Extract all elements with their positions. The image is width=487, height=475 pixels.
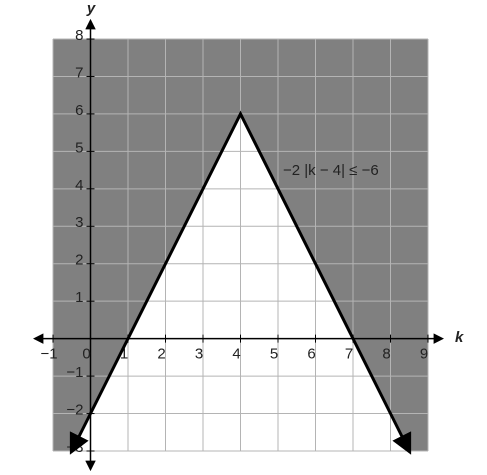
y-tick-label: 4 [75,177,83,194]
function-line [69,110,412,455]
y-axis-label: y [86,0,96,17]
y-tick-label: 3 [75,214,83,231]
y-tick-label: 1 [75,289,83,306]
y-tick-label: 8 [75,27,83,44]
x-tick-label: 5 [270,346,278,363]
y-tick-label: 6 [75,102,83,119]
x-axis-label: k [455,329,464,346]
x-tick-label: 2 [157,346,165,363]
x-tick-label: 7 [345,346,353,363]
y-tick-label: −2 [66,402,83,419]
x-tick-label: 4 [232,346,240,363]
y-tick-label: 5 [75,139,83,156]
x-tick-label: 0 [82,346,90,363]
x-tick-label: 3 [195,346,203,363]
x-tick-label: −1 [40,346,57,363]
y-tick-label: 7 [75,64,83,81]
x-tick-label: 1 [120,346,128,363]
x-tick-label: 8 [382,346,390,363]
x-tick-label: 9 [420,346,428,363]
annotation: −2 |k − 4| ≤ −6 [283,162,379,179]
x-tick-label: 6 [307,346,315,363]
y-tick-label: 2 [75,252,83,269]
y-tick-label: −1 [66,364,83,381]
